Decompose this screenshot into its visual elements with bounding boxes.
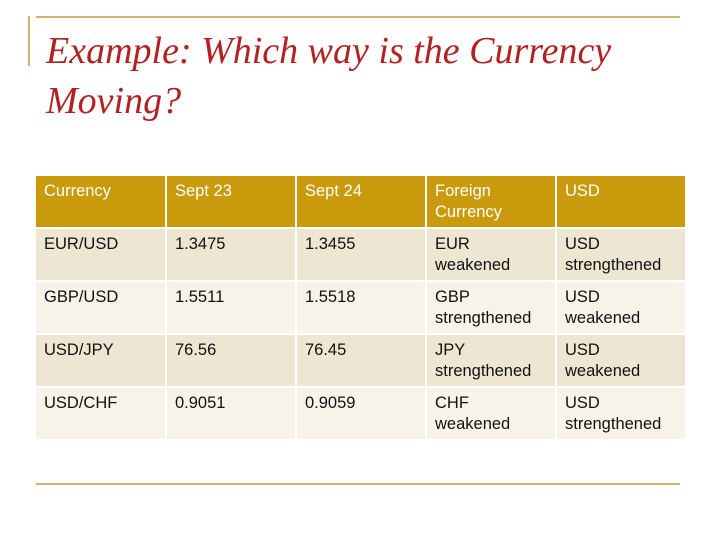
cell-usd: USD strengthened (556, 228, 685, 282)
cell-sept-24: 1.3455 (296, 228, 427, 282)
cell-currency: USD/JPY (36, 334, 167, 388)
table-row: GBP/USD 1.5511 1.5518 GBP strengthened U… (36, 281, 685, 335)
cell-sept-24: 0.9059 (296, 387, 427, 441)
table-row: USD/CHF 0.9051 0.9059 CHF weakened USD s… (36, 387, 685, 441)
cell-foreign-currency: GBP strengthened (426, 281, 557, 335)
cell-sept-23: 76.56 (166, 334, 297, 388)
cell-usd: USD strengthened (556, 387, 685, 441)
top-rule (36, 16, 680, 18)
header-row: Currency Sept 23 Sept 24 Foreign Currenc… (36, 176, 685, 229)
header-foreign-currency: Foreign Currency (426, 176, 557, 229)
cell-currency: EUR/USD (36, 228, 167, 282)
cell-foreign-currency: CHF weakened (426, 387, 557, 441)
slide-title: Example: Which way is the Currency Movin… (46, 30, 612, 122)
header-sept-24: Sept 24 (296, 176, 427, 229)
cell-sept-24: 76.45 (296, 334, 427, 388)
cell-foreign-currency: EUR weakened (426, 228, 557, 282)
cell-sept-23: 1.5511 (166, 281, 297, 335)
cell-currency: GBP/USD (36, 281, 167, 335)
cell-usd: USD weakened (556, 334, 685, 388)
cell-sept-24: 1.5518 (296, 281, 427, 335)
cell-currency: USD/CHF (36, 387, 167, 441)
cell-usd: USD weakened (556, 281, 685, 335)
bottom-rule (36, 483, 680, 485)
header-sept-23: Sept 23 (166, 176, 297, 229)
cell-sept-23: 0.9051 (166, 387, 297, 441)
table-row: EUR/USD 1.3475 1.3455 EUR weakened USD s… (36, 228, 685, 282)
cell-sept-23: 1.3475 (166, 228, 297, 282)
left-rule (28, 16, 30, 66)
cell-foreign-currency: JPY strengthened (426, 334, 557, 388)
header-usd: USD (556, 176, 685, 229)
table-row: USD/JPY 76.56 76.45 JPY strengthened USD… (36, 334, 685, 388)
header-currency: Currency (36, 176, 167, 229)
currency-table: Currency Sept 23 Sept 24 Foreign Currenc… (36, 176, 685, 441)
